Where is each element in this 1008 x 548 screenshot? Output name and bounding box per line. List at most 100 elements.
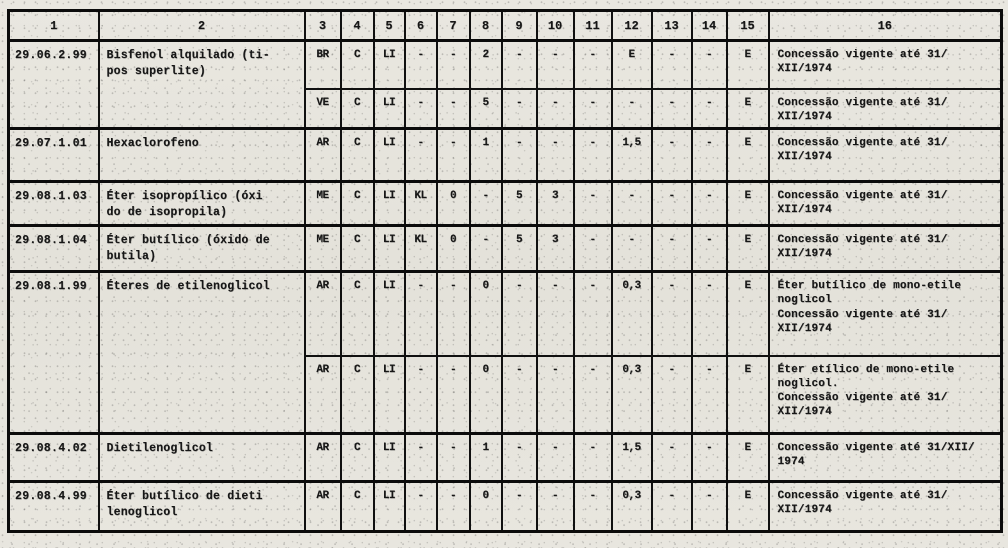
nbm-code-cell: 29.08.1.04 xyxy=(7,224,100,273)
column-header: 6 xyxy=(403,9,438,42)
value-cell: - xyxy=(403,480,438,533)
table-row: 29.08.4.02 Dietilenoglicol AR C LI - -1- - -1,5-… xyxy=(7,432,1003,483)
value-cell: BR xyxy=(303,39,342,90)
value-cell: - xyxy=(535,270,575,357)
value-cell: - xyxy=(403,354,438,435)
observation-cell: Concessão vigente até 31/ XII/1974 xyxy=(767,180,1003,227)
value-cell: 0 xyxy=(468,480,503,533)
value-cell: E xyxy=(725,224,770,273)
table-row: 29.08.1.03 Éter isopropílico (óxi do de i… xyxy=(7,180,1003,227)
value-cell: LI xyxy=(372,180,406,227)
observation-cell: Concessão vigente até 31/ XII/1974 xyxy=(767,87,1003,130)
value-cell: - xyxy=(435,354,471,435)
value-cell: - xyxy=(610,87,653,130)
value-cell: - xyxy=(468,180,503,227)
value-cell: E xyxy=(725,354,770,435)
observation-cell: Concessão vigente até 31/ XII/1974 xyxy=(767,39,1003,90)
value-cell: LI xyxy=(372,39,406,90)
table-row: AR C LI - -0- - -0,3- - E Éter etílico de mono-et… xyxy=(9,354,1003,435)
value-cell: - xyxy=(650,87,693,130)
value-cell: - xyxy=(572,224,613,273)
value-cell: - xyxy=(435,87,471,130)
value-cell: E xyxy=(725,127,770,183)
value-cell: 3 xyxy=(535,224,575,273)
column-header: 16 xyxy=(767,9,1003,42)
column-header: 11 xyxy=(572,9,613,42)
value-cell: - xyxy=(572,87,613,130)
value-cell: E xyxy=(725,180,770,227)
value-cell: C xyxy=(339,180,375,227)
nbm-code-cell: 29.08.4.99 xyxy=(7,480,100,533)
value-cell: E xyxy=(725,87,770,130)
value-cell: LI xyxy=(372,224,406,273)
value-cell: 0 xyxy=(435,224,471,273)
value-cell: - xyxy=(572,432,613,483)
nbm-code-cell: 29.08.1.99 xyxy=(7,270,100,435)
value-cell: - xyxy=(403,87,438,130)
value-cell: - xyxy=(500,127,538,183)
nbm-code-cell: 29.08.4.02 xyxy=(7,432,100,483)
value-cell: - xyxy=(500,39,538,90)
value-cell: - xyxy=(435,480,471,533)
column-header: 15 xyxy=(725,9,770,42)
table-row: 29.08.1.04 Éter butílico (óxido de butila… xyxy=(7,224,1003,273)
value-cell: 2 xyxy=(468,39,503,90)
value-cell: VE xyxy=(303,87,342,130)
nbm-code-cell: 29.08.1.03 xyxy=(7,180,100,227)
value-cell: 0,3 xyxy=(610,354,653,435)
observation-cell: Concessão vigente até 31/XII/ 1974 xyxy=(767,432,1003,483)
product-name-cell: Éter butílico (óxido de butila) xyxy=(97,224,306,273)
value-cell: - xyxy=(690,224,728,273)
value-cell: - xyxy=(690,480,728,533)
value-cell: - xyxy=(403,39,438,90)
value-cell: - xyxy=(572,354,613,435)
value-cell: KL xyxy=(403,180,438,227)
value-cell: - xyxy=(500,354,538,435)
value-cell: - xyxy=(500,432,538,483)
column-header: 1 xyxy=(7,9,100,42)
value-cell: AR xyxy=(303,480,342,533)
product-name-cell: Éter isopropílico (óxi do de isopropila) xyxy=(97,180,306,227)
product-name-cell: Éteres de etilenoglicol xyxy=(97,270,306,435)
value-cell: E xyxy=(725,270,770,357)
column-header: 2 xyxy=(97,9,306,42)
value-cell: - xyxy=(690,87,728,130)
value-cell: AR xyxy=(303,127,342,183)
observation-cell: Concessão vigente até 31/ XII/1974 xyxy=(767,127,1003,183)
value-cell: - xyxy=(435,432,471,483)
value-cell: E xyxy=(725,432,770,483)
value-cell: - xyxy=(535,354,575,435)
value-cell: 0,3 xyxy=(610,270,653,357)
value-cell: C xyxy=(339,87,375,130)
observation-cell: Concessão vigente até 31/ XII/1974 xyxy=(767,224,1003,273)
value-cell: AR xyxy=(303,432,342,483)
column-header: 8 xyxy=(468,9,503,42)
value-cell: - xyxy=(535,87,575,130)
nbm-code-cell: 29.06.2.99 xyxy=(7,39,100,130)
table-row: VE C LI - -5- - - - - - E Concessão vigente até 31/… xyxy=(9,87,1003,130)
value-cell: - xyxy=(535,480,575,533)
table-header-row: 1 2 3 4 5 6 7 8 9 10 11 12 13 14 15 16 xyxy=(7,9,1003,42)
table-body: 29.06.2.99 Bisfenol alquilado (ti- pos su… xyxy=(7,39,1003,533)
value-cell: - xyxy=(650,224,693,273)
column-header: 9 xyxy=(500,9,538,42)
value-cell: - xyxy=(403,270,438,357)
value-cell: 5 xyxy=(468,87,503,130)
value-cell: C xyxy=(339,270,375,357)
value-cell: LI xyxy=(372,480,406,533)
nbm-code-cell: 29.07.1.01 xyxy=(7,127,100,183)
value-cell: LI xyxy=(372,270,406,357)
observation-cell: Concessão vigente até 31/ XII/1974 xyxy=(767,480,1003,533)
table-row: 29.08.1.99 Éteres de etilenoglicol AR C LI - -… xyxy=(7,270,1003,435)
value-cell: - xyxy=(435,127,471,183)
table-row: 29.08.4.99 Éter butílico de dieti lenogli… xyxy=(7,480,1003,533)
table-row: 29.07.1.01 Hexaclorofeno AR C LI - -1- - -1,5- - E… xyxy=(7,127,1003,183)
value-cell: - xyxy=(690,354,728,435)
value-cell: - xyxy=(650,354,693,435)
value-cell: 0 xyxy=(435,180,471,227)
value-cell: AR xyxy=(303,270,342,357)
value-cell: 1 xyxy=(468,432,503,483)
value-cell: 3 xyxy=(535,180,575,227)
value-cell: - xyxy=(690,270,728,357)
